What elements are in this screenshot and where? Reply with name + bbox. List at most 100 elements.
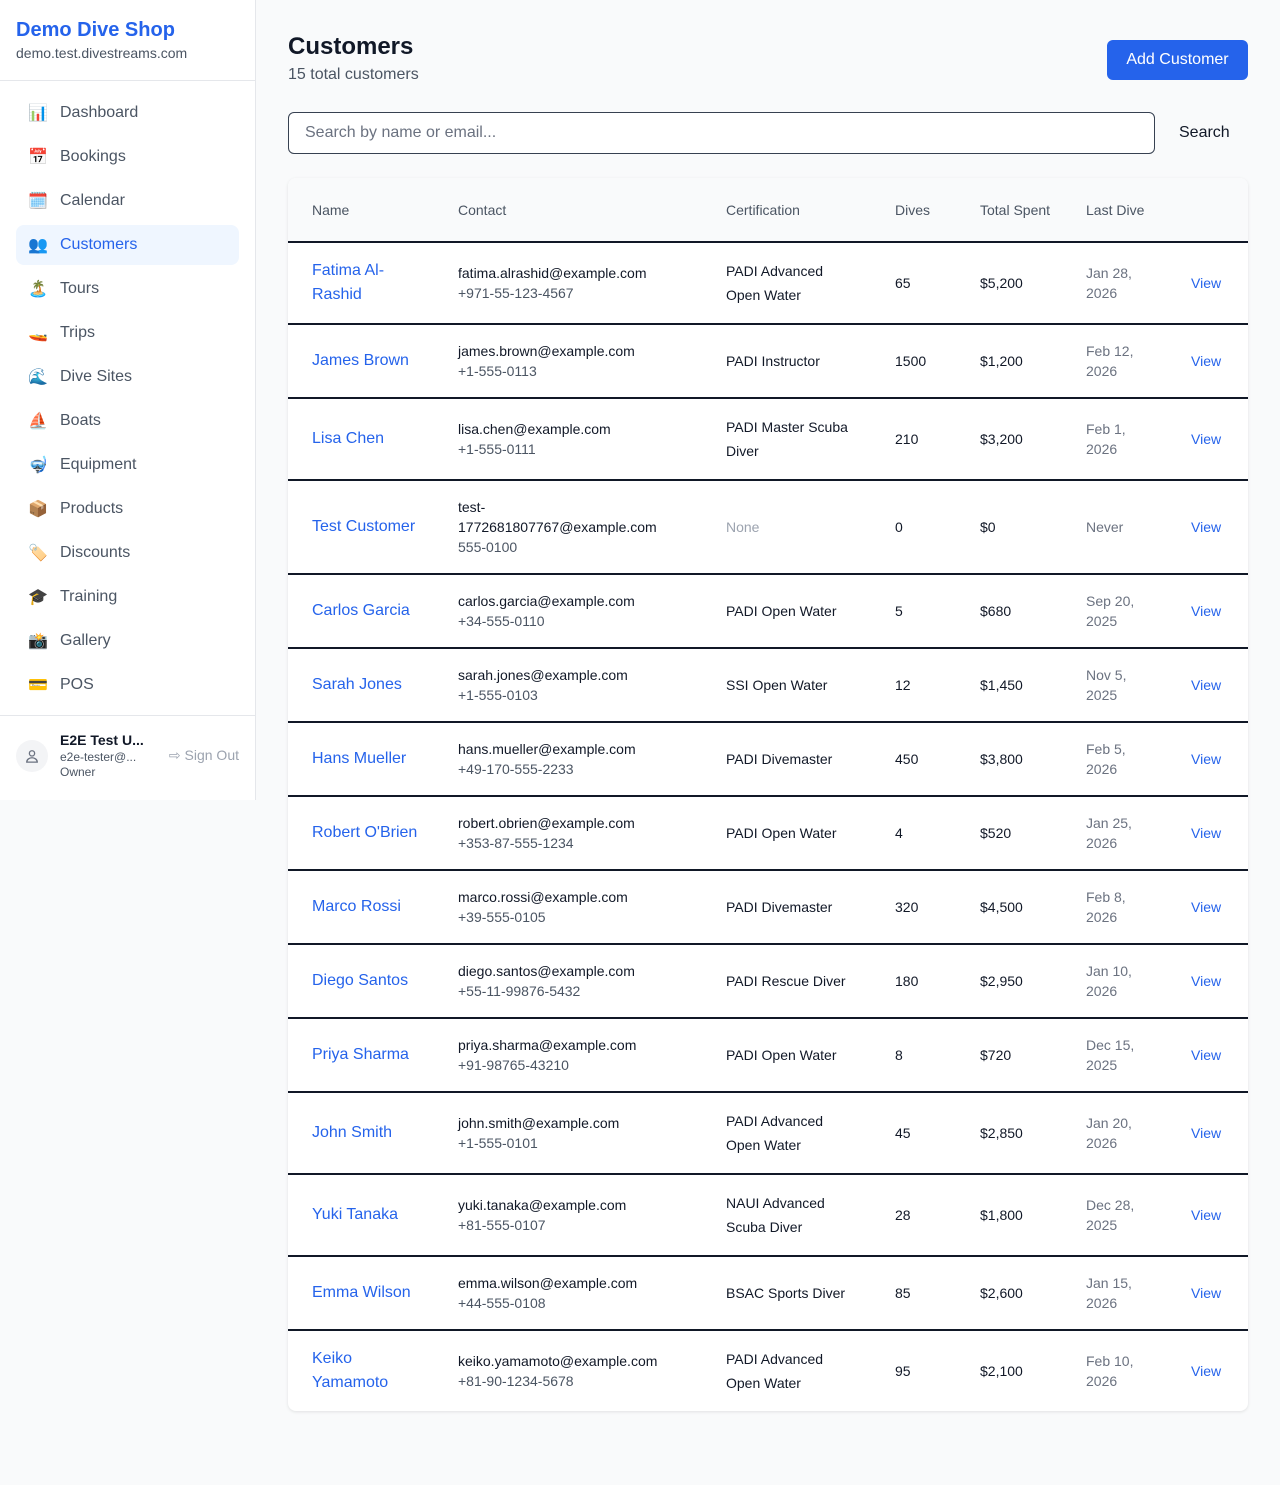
- training-icon: 🎓: [28, 589, 48, 606]
- customer-name-link[interactable]: Yuki Tanaka: [288, 1173, 434, 1256]
- sidebar-item-equipment[interactable]: 🤿 Equipment: [16, 445, 239, 485]
- customer-phone: +1-555-0103: [458, 687, 538, 703]
- equipment-icon: 🤿: [28, 457, 48, 474]
- sidebar-item-gallery[interactable]: 📸 Gallery: [16, 621, 239, 661]
- sidebar-item-label: Discounts: [60, 544, 131, 561]
- last-dive: Jan 20, 2026: [1062, 1091, 1167, 1174]
- contact-cell: yuki.tanaka@example.com +81-555-0107: [434, 1173, 702, 1256]
- total-spent: $1,200: [956, 323, 1062, 398]
- user-panel: E2E Test U... e2e-tester@... Owner ⇨ Sig…: [0, 715, 255, 796]
- certification: PADI Divemaster: [702, 721, 871, 796]
- sidebar-item-dashboard[interactable]: 📊 Dashboard: [16, 93, 239, 133]
- sidebar-item-products[interactable]: 📦 Products: [16, 489, 239, 529]
- sidebar-item-label: Customers: [60, 236, 138, 253]
- view-link[interactable]: View: [1167, 397, 1248, 480]
- sidebar-item-calendar[interactable]: 🗓️ Calendar: [16, 181, 239, 221]
- sidebar-item-trips[interactable]: 🚤 Trips: [16, 313, 239, 353]
- view-link[interactable]: View: [1167, 721, 1248, 796]
- view-link[interactable]: View: [1167, 479, 1248, 574]
- sign-out-button[interactable]: ⇨ Sign Out: [169, 747, 239, 764]
- boats-icon: ⛵: [28, 413, 48, 430]
- customer-phone: +91-98765-43210: [458, 1057, 569, 1073]
- certification: SSI Open Water: [702, 647, 871, 722]
- sign-out-icon: ⇨: [168, 747, 185, 764]
- contact-cell: diego.santos@example.com +55-11-99876-543…: [434, 943, 702, 1018]
- customer-name-link[interactable]: Fatima Al-Rashid: [288, 241, 434, 324]
- dives-count: 8: [871, 1017, 956, 1092]
- contact-cell: sarah.jones@example.com +1-555-0103: [434, 647, 702, 722]
- view-link[interactable]: View: [1167, 647, 1248, 722]
- customer-name-link[interactable]: Hans Mueller: [288, 721, 434, 796]
- customer-email: priya.sharma@example.com: [458, 1037, 637, 1053]
- customer-name-link[interactable]: Marco Rossi: [288, 869, 434, 944]
- contact-cell: priya.sharma@example.com +91-98765-43210: [434, 1017, 702, 1092]
- table-row: Emma Wilson emma.wilson@example.com +44-5…: [288, 1255, 1248, 1330]
- dives-count: 320: [871, 869, 956, 944]
- certification: PADI Advanced Open Water: [702, 241, 871, 324]
- sidebar-item-label: Products: [60, 500, 124, 517]
- view-link[interactable]: View: [1167, 1329, 1248, 1411]
- customer-name-link[interactable]: Emma Wilson: [288, 1255, 434, 1330]
- customer-phone: +34-555-0110: [458, 613, 545, 629]
- total-spent: $3,200: [956, 397, 1062, 480]
- shop-domain: demo.test.divestreams.com: [16, 45, 188, 61]
- view-link[interactable]: View: [1167, 1017, 1248, 1092]
- view-link[interactable]: View: [1167, 1255, 1248, 1330]
- contact-cell: james.brown@example.com +1-555-0113: [434, 323, 702, 398]
- table-row: Hans Mueller hans.mueller@example.com +49…: [288, 721, 1248, 796]
- view-link[interactable]: View: [1167, 241, 1248, 324]
- last-dive: Jan 25, 2026: [1062, 795, 1167, 870]
- view-link[interactable]: View: [1167, 323, 1248, 398]
- view-link[interactable]: View: [1167, 573, 1248, 648]
- calendar-icon: 🗓️: [28, 193, 48, 210]
- shop-name[interactable]: Demo Dive Shop: [16, 19, 175, 41]
- sidebar-item-bookings[interactable]: 📅 Bookings: [16, 137, 239, 177]
- customer-name-link[interactable]: Lisa Chen: [288, 397, 434, 480]
- add-customer-button[interactable]: Add Customer: [1107, 40, 1248, 80]
- view-link[interactable]: View: [1167, 869, 1248, 944]
- view-link[interactable]: View: [1167, 1173, 1248, 1256]
- dashboard-icon: 📊: [28, 105, 48, 122]
- customer-name-link[interactable]: Keiko Yamamoto: [288, 1329, 434, 1411]
- total-spent: $720: [956, 1017, 1062, 1092]
- sign-out-label: Sign Out: [184, 747, 239, 764]
- customers-table: Name Contact Certification Dives Total Spent…: [288, 178, 1248, 1411]
- certification: PADI Open Water: [702, 1017, 871, 1092]
- sidebar-item-pos[interactable]: 💳 POS: [16, 665, 239, 705]
- certification: PADI Open Water: [702, 573, 871, 648]
- table-row: Test Customer test-1772681807767@example…: [288, 479, 1248, 574]
- certification: PADI Divemaster: [702, 869, 871, 944]
- customer-name-link[interactable]: James Brown: [288, 323, 434, 398]
- sidebar-item-training[interactable]: 🎓 Training: [16, 577, 239, 617]
- contact-cell: test-1772681807767@example.com 555-0100: [434, 479, 702, 574]
- customer-email: test-1772681807767@example.com: [458, 499, 657, 535]
- table-row: James Brown james.brown@example.com +1-55…: [288, 323, 1248, 398]
- total-spent: $0: [956, 479, 1062, 574]
- search-button[interactable]: Search: [1179, 124, 1230, 141]
- contact-cell: hans.mueller@example.com +49-170-555-2233: [434, 721, 702, 796]
- sidebar-item-boats[interactable]: ⛵ Boats: [16, 401, 239, 441]
- view-link[interactable]: View: [1167, 795, 1248, 870]
- customer-name-link[interactable]: Robert O'Brien: [288, 795, 434, 870]
- customer-name-link[interactable]: Carlos Garcia: [288, 573, 434, 648]
- sidebar-item-discounts[interactable]: 🏷️ Discounts: [16, 533, 239, 573]
- sidebar-item-tours[interactable]: 🏝️ Tours: [16, 269, 239, 309]
- customer-name-link[interactable]: Priya Sharma: [288, 1017, 434, 1092]
- customer-name-link[interactable]: Sarah Jones: [288, 647, 434, 722]
- view-link[interactable]: View: [1167, 1091, 1248, 1174]
- dives-count: 28: [871, 1173, 956, 1256]
- customer-name-link[interactable]: Diego Santos: [288, 943, 434, 1018]
- sidebar-item-dive-sites[interactable]: 🌊 Dive Sites: [16, 357, 239, 397]
- customer-name-link[interactable]: John Smith: [288, 1091, 434, 1174]
- total-spent: $4,500: [956, 869, 1062, 944]
- search-input[interactable]: [288, 112, 1155, 154]
- total-spent: $2,100: [956, 1329, 1062, 1411]
- column-header: [1167, 178, 1248, 242]
- sidebar-item-label: Bookings: [60, 148, 126, 165]
- sidebar-item-label: Trips: [60, 324, 95, 341]
- sidebar-item-label: Gallery: [60, 632, 111, 649]
- view-link[interactable]: View: [1167, 943, 1248, 1018]
- sidebar-item-customers[interactable]: 👥 Customers: [16, 225, 239, 265]
- customer-name-link[interactable]: Test Customer: [288, 479, 434, 574]
- table-row: Diego Santos diego.santos@example.com +55…: [288, 943, 1248, 1018]
